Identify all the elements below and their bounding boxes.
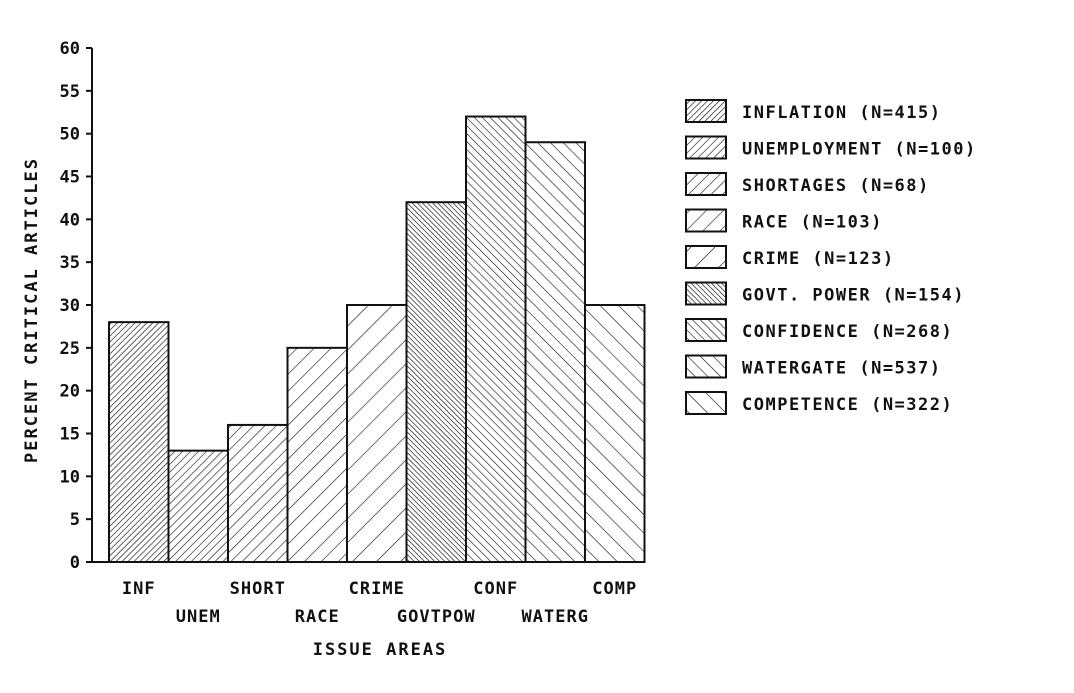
x-tick-label: WATERG — [522, 607, 589, 627]
legend-label: INFLATION (N=415) — [742, 103, 942, 123]
legend-swatch — [685, 172, 727, 196]
x-tick-label: INF — [122, 579, 156, 599]
x-tick-label: CRIME — [349, 579, 405, 599]
y-tick-label: 60 — [60, 39, 80, 59]
y-tick-label: 25 — [60, 339, 80, 359]
y-tick-label: 5 — [70, 510, 80, 530]
legend-label: COMPETENCE (N=322) — [742, 395, 953, 415]
bar-comp — [584, 304, 646, 563]
legend-label: SHORTAGES (N=68) — [742, 176, 930, 196]
y-axis-ticks: 0 5 10 15 20 25 30 35 40 45 50 55 60 — [60, 39, 92, 573]
y-tick-label: 45 — [60, 168, 80, 188]
legend-swatch — [685, 281, 727, 306]
bars — [108, 115, 646, 564]
x-tick-label: COMP — [592, 579, 637, 599]
bar-govtpow — [405, 201, 467, 563]
legend-swatch — [685, 99, 727, 123]
bar-unem — [167, 449, 229, 563]
bar-conf — [465, 115, 527, 564]
bar-crime — [346, 304, 408, 563]
legend-swatch — [685, 208, 727, 233]
bar-short — [227, 423, 289, 563]
legend-swatch — [685, 318, 727, 342]
y-tick-label: 20 — [60, 382, 80, 402]
legend-label: RACE (N=103) — [742, 213, 883, 233]
x-tick-label: GOVTPOW — [397, 607, 476, 627]
legend-label: GOVT. POWER (N=154) — [742, 286, 965, 306]
bar-waterg — [524, 141, 586, 563]
legend-label: CONFIDENCE (N=268) — [742, 322, 953, 342]
y-tick-label: 35 — [60, 253, 80, 273]
y-tick-label: 30 — [60, 296, 80, 316]
bar-inf — [108, 321, 170, 563]
legend-swatch — [685, 245, 727, 269]
legend-swatch — [685, 135, 727, 160]
y-axis-title: PERCENT CRITICAL ARTICLES — [22, 157, 42, 463]
x-tick-label: CONF — [473, 579, 518, 599]
legend-label: CRIME (N=123) — [742, 249, 895, 269]
y-tick-label: 55 — [60, 82, 80, 102]
legend-swatch — [685, 391, 727, 415]
y-tick-label: 15 — [60, 425, 80, 445]
legend: INFLATION (N=415) UNEMPLOYMENT (N=100) SHO… — [685, 99, 977, 415]
y-tick-label: 0 — [70, 553, 80, 573]
x-axis-tick-labels: INF UNEM SHORT RACE CRIME GOVTPOW CONFWATERGCO… — [122, 579, 637, 627]
legend-swatch — [685, 354, 727, 379]
x-tick-label: SHORT — [230, 579, 286, 599]
x-axis-title: ISSUE AREAS — [313, 640, 448, 660]
legend-label: UNEMPLOYMENT (N=100) — [742, 140, 977, 160]
bar-race — [286, 346, 348, 564]
x-tick-label: UNEM — [176, 607, 221, 627]
y-tick-label: 40 — [60, 210, 80, 230]
y-tick-label: 50 — [60, 125, 80, 145]
legend-label: WATERGATE (N=537) — [742, 359, 942, 379]
x-tick-label: RACE — [295, 607, 340, 627]
y-tick-label: 10 — [60, 467, 80, 487]
